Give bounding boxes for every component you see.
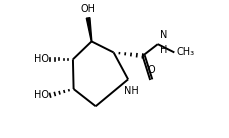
Text: HO: HO — [34, 90, 49, 100]
Text: NH: NH — [124, 86, 138, 95]
Text: CH₃: CH₃ — [176, 47, 194, 57]
Text: HO: HO — [34, 54, 49, 64]
Text: O: O — [146, 65, 154, 75]
Text: H: H — [159, 45, 166, 55]
Polygon shape — [86, 18, 91, 41]
Text: N: N — [159, 30, 166, 40]
Text: OH: OH — [80, 5, 95, 14]
